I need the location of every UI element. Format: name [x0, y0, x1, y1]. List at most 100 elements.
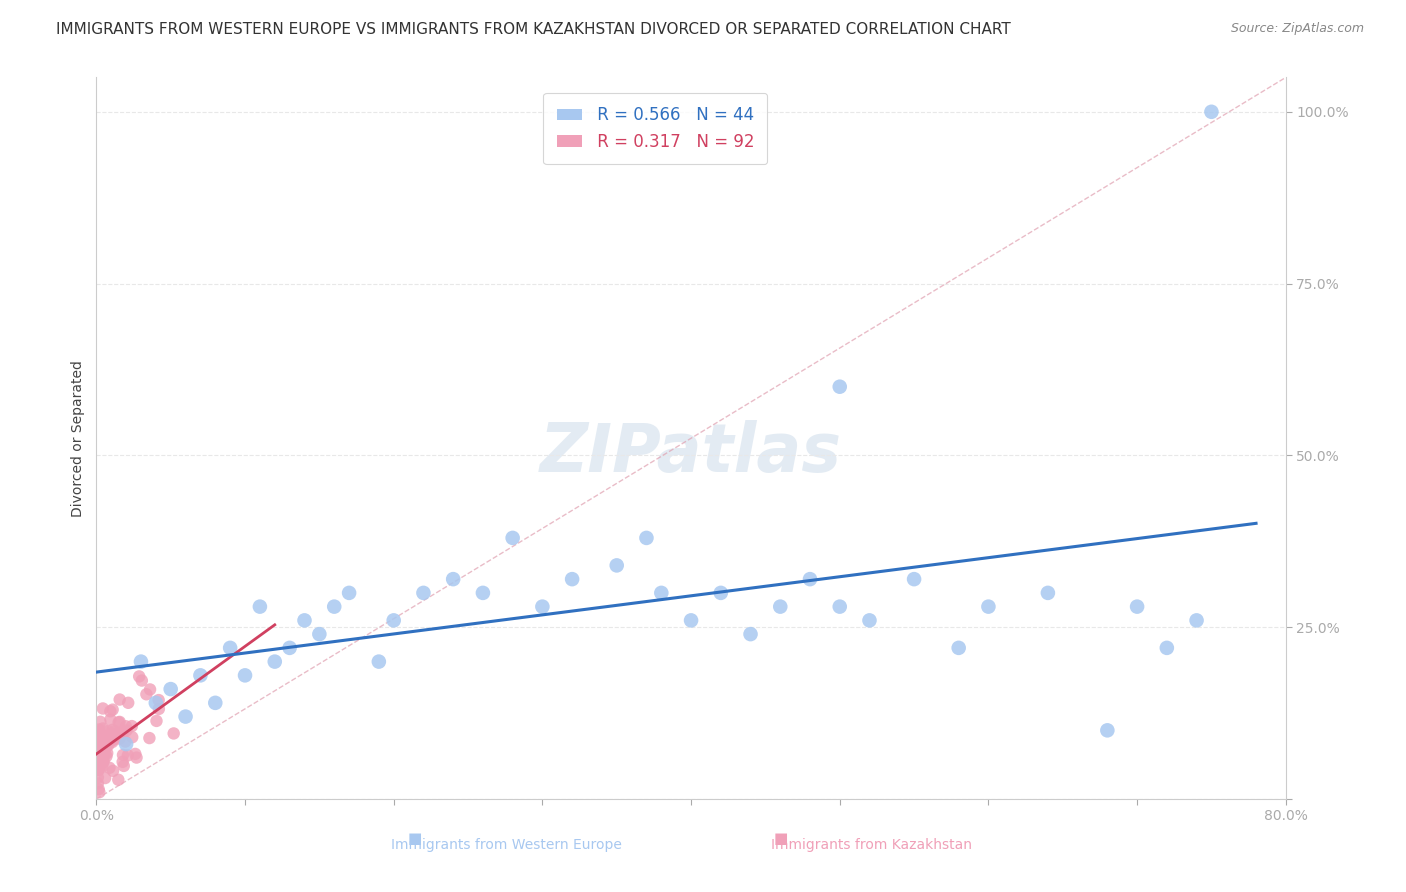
Point — [111, 755, 134, 769]
Point — [91, 759, 114, 773]
Point — [903, 572, 925, 586]
Point — [87, 739, 110, 754]
Point — [249, 599, 271, 614]
Point — [98, 731, 121, 746]
Point — [190, 668, 212, 682]
Point — [90, 745, 112, 759]
Point — [139, 682, 162, 697]
Point — [96, 749, 118, 764]
Point — [107, 726, 129, 740]
Point — [502, 531, 524, 545]
Point — [103, 727, 125, 741]
Y-axis label: Divorced or Separated: Divorced or Separated — [72, 359, 86, 516]
Point — [93, 750, 115, 764]
Point — [138, 731, 160, 745]
Point — [89, 726, 111, 740]
Point — [93, 729, 115, 743]
Point — [89, 736, 111, 750]
Point — [87, 764, 110, 778]
Point — [382, 613, 405, 627]
Point — [148, 693, 170, 707]
Point — [97, 738, 120, 752]
Point — [948, 640, 970, 655]
Text: ZIPatlas: ZIPatlas — [540, 419, 842, 485]
Text: Immigrants from Kazakhstan: Immigrants from Kazakhstan — [772, 838, 972, 852]
Point — [174, 709, 197, 723]
Point — [107, 715, 129, 730]
Point — [977, 599, 1000, 614]
Point — [1126, 599, 1149, 614]
Point — [606, 558, 628, 573]
Point — [89, 751, 111, 765]
Point — [101, 733, 124, 747]
Point — [108, 714, 131, 729]
Point — [323, 599, 346, 614]
Point — [89, 714, 111, 729]
Point — [828, 599, 851, 614]
Point — [769, 599, 792, 614]
Point — [101, 723, 124, 737]
Point — [90, 752, 112, 766]
Point — [91, 741, 114, 756]
Point — [1201, 104, 1223, 119]
Point — [107, 772, 129, 787]
Text: IMMIGRANTS FROM WESTERN EUROPE VS IMMIGRANTS FROM KAZAKHSTAN DIVORCED OR SEPARAT: IMMIGRANTS FROM WESTERN EUROPE VS IMMIGR… — [56, 22, 1011, 37]
Point — [103, 724, 125, 739]
Point — [108, 692, 131, 706]
Point — [96, 746, 118, 760]
Point — [561, 572, 583, 586]
Point — [87, 758, 110, 772]
Point — [145, 696, 167, 710]
Point — [91, 739, 114, 754]
Legend:  R = 0.566   N = 44,  R = 0.317   N = 92: R = 0.566 N = 44, R = 0.317 N = 92 — [543, 93, 768, 164]
Point — [441, 572, 464, 586]
Point — [740, 627, 762, 641]
Point — [89, 752, 111, 766]
Point — [101, 735, 124, 749]
Point — [858, 613, 880, 627]
Text: Immigrants from Western Europe: Immigrants from Western Europe — [391, 838, 621, 852]
Point — [148, 702, 170, 716]
Point — [115, 737, 138, 751]
Point — [98, 704, 121, 718]
Point — [89, 758, 111, 772]
Point — [412, 586, 434, 600]
Point — [87, 723, 110, 737]
Point — [87, 747, 110, 762]
Point — [89, 754, 111, 768]
Point — [337, 586, 360, 600]
Point — [114, 719, 136, 733]
Point — [87, 742, 110, 756]
Point — [108, 731, 131, 746]
Point — [159, 682, 181, 697]
Point — [89, 725, 111, 739]
Point — [471, 586, 494, 600]
Point — [828, 380, 851, 394]
Point — [636, 531, 658, 545]
Point — [93, 754, 115, 768]
Point — [233, 668, 256, 682]
Point — [129, 655, 152, 669]
Point — [91, 730, 114, 744]
Point — [681, 613, 703, 627]
Point — [104, 727, 127, 741]
Text: Source: ZipAtlas.com: Source: ZipAtlas.com — [1230, 22, 1364, 36]
Point — [91, 722, 114, 736]
Point — [121, 719, 143, 733]
Point — [125, 750, 148, 764]
Point — [111, 724, 134, 739]
Point — [112, 759, 135, 773]
Point — [87, 739, 110, 753]
Text: ■: ■ — [773, 830, 787, 846]
Point — [135, 687, 157, 701]
Point — [93, 730, 115, 744]
Point — [87, 741, 110, 756]
Point — [91, 734, 114, 748]
Point — [115, 723, 138, 738]
Point — [93, 746, 115, 760]
Point — [121, 730, 143, 744]
Point — [87, 737, 110, 751]
Point — [710, 586, 733, 600]
Point — [294, 613, 316, 627]
Point — [87, 750, 110, 764]
